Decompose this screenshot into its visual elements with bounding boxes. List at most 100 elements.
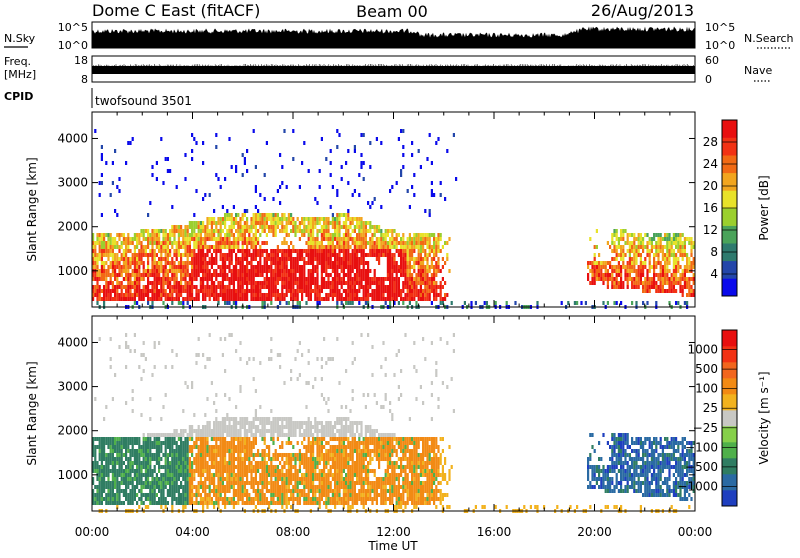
heatmap-cell [246,253,248,257]
heatmap-cell [268,457,270,461]
heatmap-cell [371,297,373,301]
heatmap-cell [437,285,439,289]
heatmap-cell [400,173,402,177]
heatmap-cell [600,265,602,269]
heatmap-cell [145,477,147,481]
heatmap-cell [279,249,281,253]
heatmap-cell [125,457,127,461]
heatmap-cell [255,505,257,509]
heatmap-cell [431,301,433,305]
heatmap-cell [143,461,145,465]
heatmap-cell [382,237,384,241]
heatmap-cell [354,225,356,229]
heatmap-cell [244,453,246,457]
heatmap-cell [101,457,103,461]
heatmap-cell [239,429,241,433]
heatmap-cell [169,265,171,269]
heatmap-cell [250,289,252,293]
heatmap-cell [620,273,622,277]
heatmap-cell [660,289,662,293]
heatmap-cell [200,469,202,473]
heatmap-cell [239,265,241,269]
heatmap-cell [182,441,184,445]
heatmap-cell [627,241,629,245]
heatmap-cell [125,269,127,273]
heatmap-cell [198,233,200,237]
heatmap-cell [160,441,162,445]
heatmap-cell [226,301,228,305]
heatmap-cell [114,257,116,261]
heatmap-cell [231,429,233,433]
heatmap-cell [635,253,637,257]
heatmap-cell [321,285,323,289]
heatmap-cell [154,437,156,441]
heatmap-cell [105,241,107,245]
heatmap-cell [204,261,206,265]
heatmap-cell [165,481,167,485]
heatmap-cell [360,221,362,225]
heatmap-cell [184,249,186,253]
heatmap-cell [257,293,259,297]
heatmap-cell [184,493,186,497]
heatmap-cell [228,217,230,221]
heatmap-cell [424,241,426,245]
heatmap-cell [286,293,288,297]
heatmap-cell [167,437,169,441]
heatmap-cell [261,497,263,501]
heatmap-cell [173,237,175,241]
heatmap-cell [319,169,321,173]
heatmap-cell [167,233,169,237]
heatmap-cell [121,473,123,477]
heatmap-cell [94,245,96,249]
heatmap-cell [312,257,314,261]
heatmap-cell [633,277,635,281]
heatmap-cell [358,257,360,261]
heatmap-cell [209,357,211,361]
heatmap-cell [123,481,125,485]
heatmap-cell [167,261,169,265]
heatmap-cell [195,293,197,297]
heatmap-cell [283,241,285,245]
heatmap-cell [290,261,292,265]
heatmap-cell [413,245,415,249]
heatmap-cell [360,165,362,169]
heatmap-cell [286,217,288,221]
heatmap-cell [156,281,158,285]
heatmap-cell [402,233,404,237]
heatmap-cell [341,257,343,261]
heatmap-cell [303,285,305,289]
heatmap-cell [147,449,149,453]
heatmap-cell [345,273,347,277]
heatmap-cell [233,245,235,249]
heatmap-cell [321,281,323,285]
heatmap-cell [292,157,294,161]
heatmap-cell [176,249,178,253]
heatmap-cell [369,253,371,257]
heatmap-cell [110,261,112,265]
heatmap-cell [167,473,169,477]
heatmap-cell [393,253,395,257]
heatmap-cell [536,301,538,305]
heatmap-cell [239,477,241,481]
heatmap-cell [402,237,404,241]
heatmap-cell [402,249,404,253]
heatmap-cell [198,337,200,341]
heatmap-cell [250,429,252,433]
heatmap-cell [358,297,360,301]
heatmap-cell [96,485,98,489]
colorbar-tick-label: 4 [710,267,718,281]
heatmap-cell [266,453,268,457]
heatmap-cell [154,341,156,345]
heatmap-cell [270,225,272,229]
heatmap-cell [233,269,235,273]
heatmap-cell [160,433,162,437]
heatmap-cell [642,301,644,305]
heatmap-cell [360,237,362,241]
heatmap-cell [327,221,329,225]
heatmap-cell [682,253,684,257]
heatmap-cell [204,293,206,297]
heatmap-cell [127,281,129,285]
heatmap-cell [259,453,261,457]
heatmap-cell [356,217,358,221]
heatmap-cell [233,429,235,433]
